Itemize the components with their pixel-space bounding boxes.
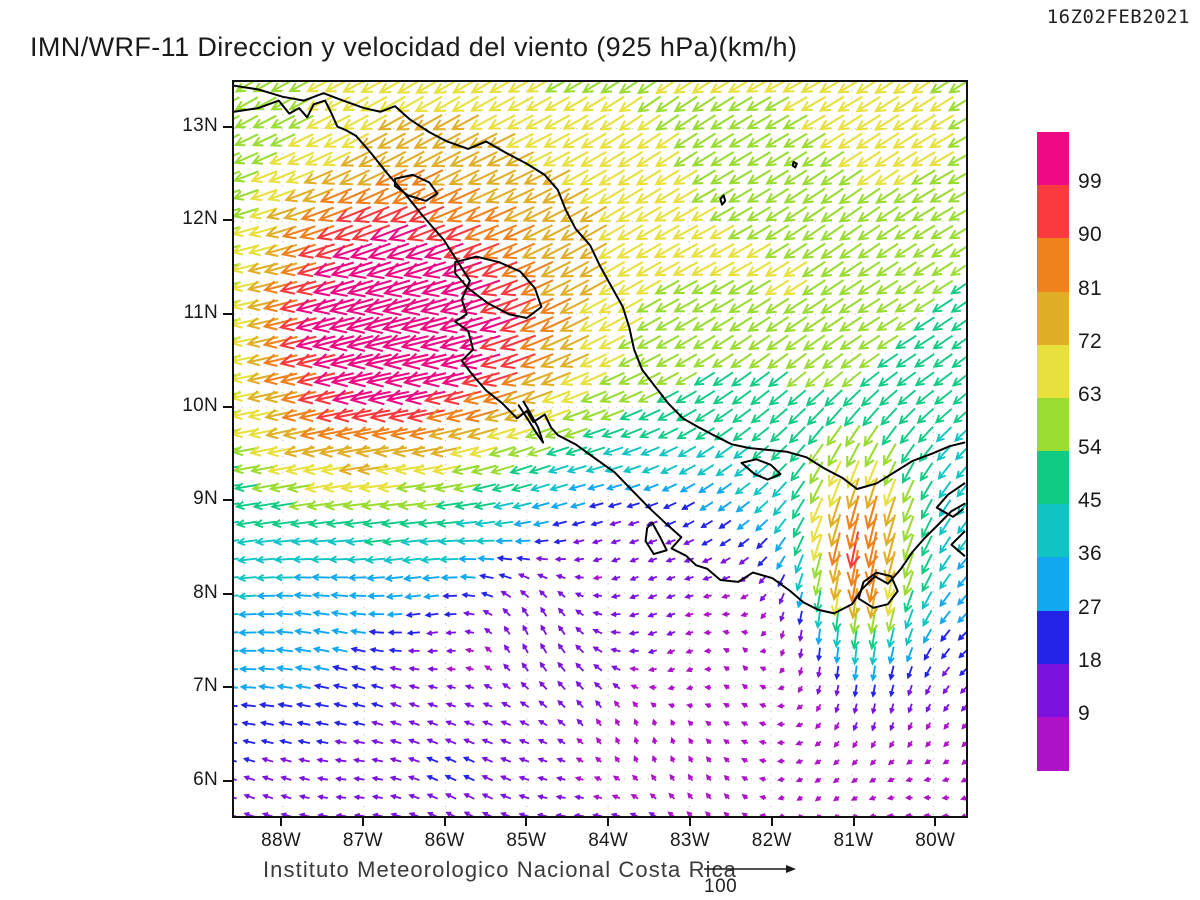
colorbar-band	[1037, 716, 1069, 771]
y-tickmark	[223, 592, 232, 595]
x-axis-label: 85W	[506, 830, 547, 851]
y-axis-label: 10N	[182, 394, 218, 416]
y-axis-label: 11N	[183, 301, 218, 323]
colorbar-band	[1037, 451, 1069, 505]
colorbar-band	[1037, 344, 1069, 399]
colorbar-band	[1037, 238, 1069, 293]
y-axis-label: 6N	[193, 768, 218, 790]
x-tickmark	[770, 818, 773, 826]
page-title: IMN/WRF-11 Direccion y velocidad del vie…	[30, 32, 798, 62]
x-tickmark	[934, 818, 937, 826]
colorbar-tick-label: 18	[1078, 648, 1102, 672]
y-tickmark	[223, 312, 232, 315]
x-axis-label: 80W	[915, 830, 956, 851]
y-tickmark	[223, 499, 232, 502]
colorbar-tick-label: 63	[1078, 382, 1102, 406]
y-axis-label: 9N	[193, 488, 218, 510]
x-tickmark	[607, 818, 610, 826]
coastline-overlay	[234, 84, 966, 615]
wind-vector-field	[234, 82, 966, 816]
x-axis-label: 84W	[588, 830, 629, 851]
x-axis-label: 83W	[669, 830, 710, 851]
y-tickmark	[223, 125, 232, 128]
forecast-timestamp: 16Z02FEB2021	[1046, 6, 1190, 28]
x-tickmark	[852, 818, 855, 826]
colorbar-band	[1037, 185, 1069, 239]
x-tickmark	[361, 818, 364, 826]
colorbar-tick-label: 27	[1078, 595, 1102, 619]
colorbar-tick-label: 81	[1078, 276, 1102, 300]
colorbar-band	[1037, 132, 1069, 186]
reference-vector-arrow	[704, 865, 796, 873]
colorbar-tick-label: 90	[1078, 223, 1102, 247]
footer-credit: Instituto Meteorologico Nacional Costa R…	[262, 857, 738, 882]
x-axis-label: 86W	[424, 830, 465, 851]
x-axis-label: 88W	[261, 830, 302, 851]
colorbar-band	[1037, 663, 1069, 718]
colorbar-band	[1037, 610, 1069, 665]
wind-vector-plot	[232, 80, 968, 818]
colorbar-band	[1037, 557, 1069, 612]
colorbar-tick-label: 72	[1078, 329, 1102, 353]
x-tickmark	[688, 818, 691, 826]
x-tickmark	[280, 818, 283, 826]
colorbar-tick-label: 99	[1078, 170, 1102, 194]
x-tickmark	[443, 818, 446, 826]
y-axis-label: 7N	[193, 675, 218, 697]
y-axis-label: 8N	[193, 581, 218, 603]
y-axis-label: 13N	[182, 114, 218, 136]
speed-colorbar	[1037, 132, 1069, 771]
colorbar-tick-label: 54	[1078, 436, 1102, 459]
colorbar-band	[1037, 504, 1069, 558]
colorbar-band	[1037, 397, 1069, 452]
x-axis-label: 81W	[833, 830, 874, 851]
colorbar-band	[1037, 291, 1069, 346]
y-tickmark	[223, 405, 232, 408]
x-axis-label: 82W	[751, 830, 792, 851]
x-axis-label: 87W	[342, 830, 383, 851]
colorbar-tick-label: 36	[1078, 542, 1102, 566]
reference-vector-label: 100	[704, 876, 738, 897]
colorbar-tick-label: 45	[1078, 489, 1102, 513]
y-tickmark	[223, 686, 232, 689]
y-tickmark	[223, 219, 232, 222]
x-tickmark	[525, 818, 528, 826]
y-axis-label: 12N	[182, 208, 218, 230]
colorbar-tick-label: 9	[1078, 701, 1090, 725]
y-tickmark	[223, 779, 232, 782]
